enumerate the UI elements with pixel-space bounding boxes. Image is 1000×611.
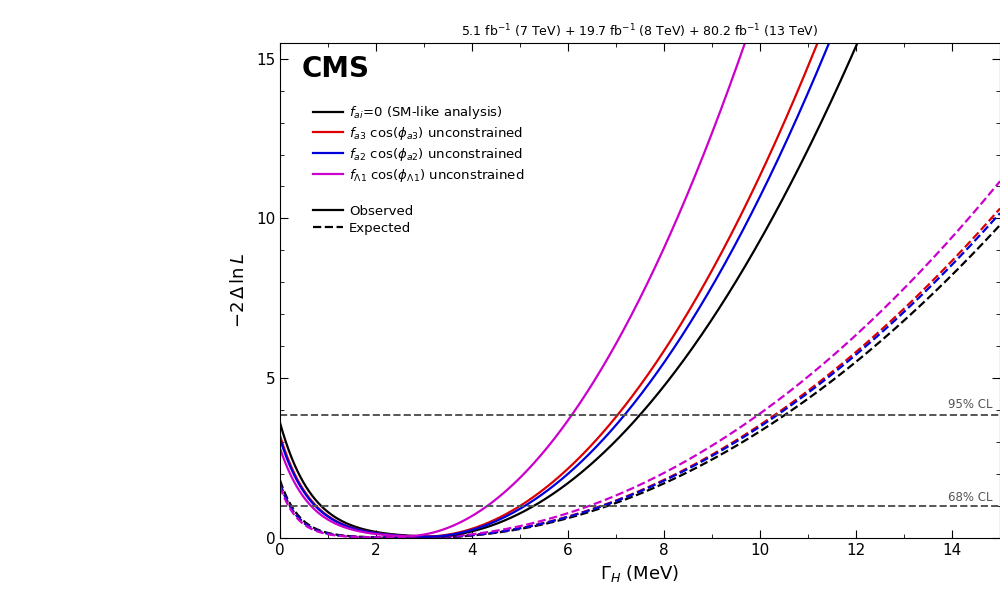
Text: 68% CL: 68% CL bbox=[948, 491, 993, 503]
Text: CMS: CMS bbox=[302, 55, 370, 83]
Title: 5.1 fb$^{-1}$ (7 TeV) + 19.7 fb$^{-1}$ (8 TeV) + 80.2 fb$^{-1}$ (13 TeV): 5.1 fb$^{-1}$ (7 TeV) + 19.7 fb$^{-1}$ (… bbox=[461, 22, 819, 40]
Legend: $f_{ai}$=0 (SM-like analysis), $f_{a3}$ cos($\phi_{a3}$) unconstrained, $f_{a2}$: $f_{ai}$=0 (SM-like analysis), $f_{a3}$ … bbox=[308, 99, 530, 240]
Text: 95% CL: 95% CL bbox=[948, 398, 993, 411]
X-axis label: $\Gamma_{H}$ (MeV): $\Gamma_{H}$ (MeV) bbox=[600, 563, 680, 584]
Y-axis label: $-2\,\Delta\,\ln L$: $-2\,\Delta\,\ln L$ bbox=[230, 253, 248, 327]
